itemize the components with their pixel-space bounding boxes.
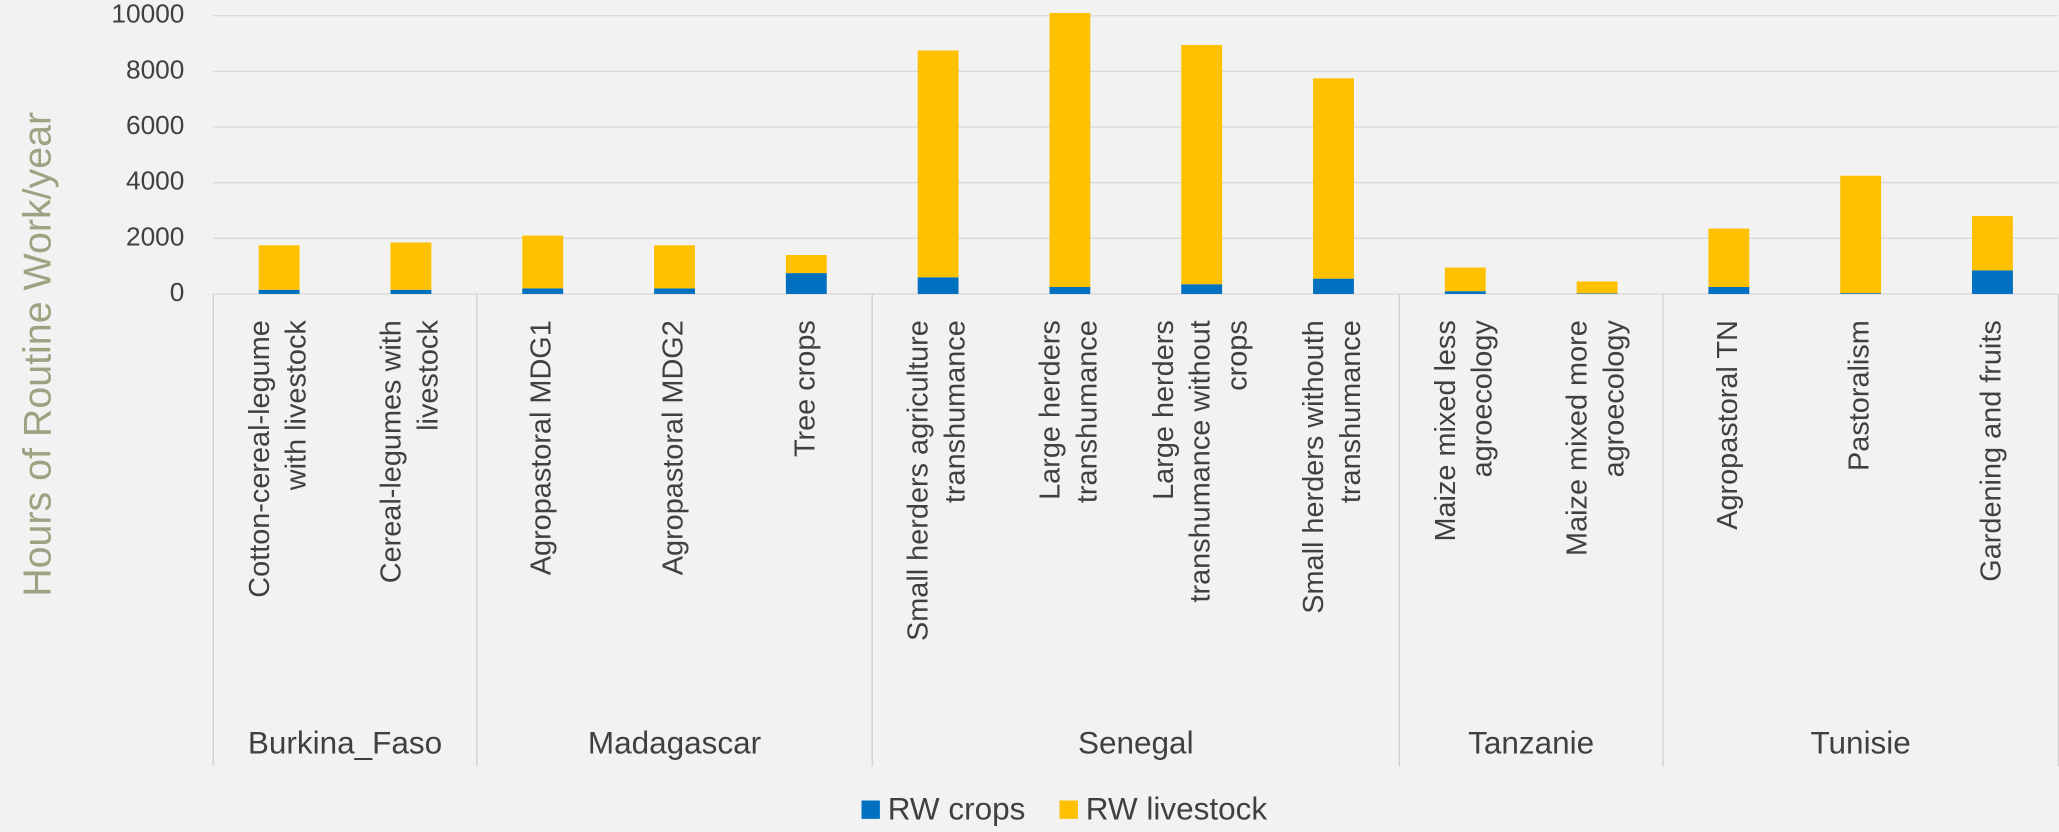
bar-segment	[1049, 287, 1091, 294]
x-tick-label: Tree crops	[789, 320, 821, 457]
bar-segment	[1708, 287, 1750, 294]
y-tick-label: 10000	[111, 0, 184, 29]
bar-segment	[1181, 284, 1223, 294]
bar-segment	[1181, 44, 1223, 285]
bar-segment	[1313, 78, 1354, 279]
legend-label: RW livestock	[1086, 790, 1268, 826]
group-label: Senegal	[1078, 725, 1194, 761]
group-label: Tunisie	[1810, 725, 1910, 761]
x-tick-label: Agropastoral TN	[1711, 320, 1743, 530]
bar-segment	[1444, 267, 1486, 292]
group-label: Burkina_Faso	[248, 725, 442, 761]
legend-swatch	[1059, 800, 1078, 819]
bar-segment	[1049, 12, 1091, 288]
y-tick-label: 4000	[126, 166, 184, 196]
x-tick-label: Pastoralism	[1843, 320, 1875, 471]
bar-segment	[917, 50, 959, 278]
bar-segment	[1840, 175, 1882, 294]
bar-segment	[1576, 293, 1618, 294]
x-tick-label: Maize mixed more agroecology	[1561, 320, 1630, 556]
x-tick-label: Agropastoral MDG1	[525, 320, 557, 575]
y-tick-label: 6000	[126, 110, 184, 140]
bar-segment	[654, 245, 695, 289]
bar-segment	[1972, 216, 2013, 271]
bar-segment	[917, 277, 959, 294]
y-tick-label: 0	[170, 277, 185, 307]
y-tick-label: 8000	[126, 54, 184, 84]
x-tick-label: Large herders transhumance	[1034, 320, 1103, 503]
x-tick-label: Small herders withouth transhumance	[1298, 320, 1367, 614]
bar-segment	[1708, 228, 1750, 288]
x-tick-label: Maize mixed less agroecology	[1430, 320, 1499, 542]
bar-segment	[522, 235, 564, 289]
bar-segment	[258, 245, 300, 290]
bar-segment	[522, 288, 564, 294]
x-tick-label: Large herders transhumance without crops	[1148, 320, 1253, 602]
legend-swatch	[861, 800, 880, 819]
y-axis-title: Hours of Routine Work/year	[15, 112, 59, 597]
y-tick-label: 2000	[126, 221, 184, 251]
x-tick-label: Small herders agriculture transhumance	[902, 320, 971, 641]
x-tick-label: Cotton-cereal-legume with livestock	[243, 320, 312, 598]
bar-segment	[654, 288, 695, 294]
bar-segment	[1840, 293, 1882, 294]
bar-segment	[1576, 281, 1618, 294]
group-label: Tanzanie	[1468, 725, 1594, 761]
x-tick-label: Agropastoral MDG2	[657, 320, 689, 575]
bar-segment	[1313, 278, 1354, 294]
bar-segment	[390, 289, 432, 294]
group-label: Madagascar	[588, 725, 761, 761]
bar-segment	[390, 242, 432, 290]
legend-label: RW crops	[888, 790, 1026, 826]
x-tick-label: Gardening and fruits	[1975, 320, 2007, 581]
bar-segment	[785, 255, 827, 274]
bar-segment	[785, 273, 827, 294]
x-tick-label: Cereal-legumes with livestock	[375, 320, 444, 584]
bar-segment	[1972, 270, 2013, 294]
bar-segment	[258, 289, 300, 294]
bar-segment	[1444, 291, 1486, 294]
